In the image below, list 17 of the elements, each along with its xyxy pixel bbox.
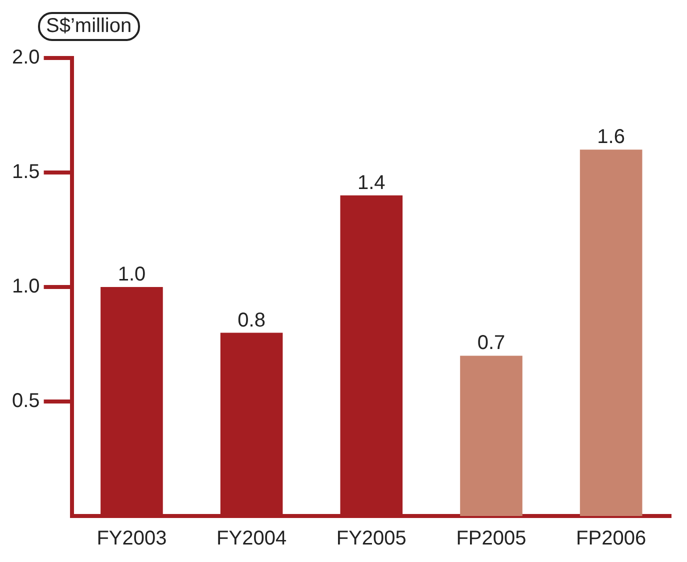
x-tick-label: FY2004 bbox=[216, 528, 287, 550]
x-tick-label: FY2005 bbox=[336, 528, 406, 550]
y-tick-label: 2.0 bbox=[12, 46, 40, 69]
y-tick-label: 1.0 bbox=[12, 276, 40, 298]
data-label: 1.0 bbox=[118, 264, 146, 286]
data-label: 0.7 bbox=[477, 332, 506, 354]
y-tick-label: 1.5 bbox=[12, 161, 40, 184]
data-label: 1.6 bbox=[597, 126, 625, 148]
y-tick-label: 0.5 bbox=[12, 390, 40, 412]
bar bbox=[580, 150, 642, 516]
y-axis-title: S$’million bbox=[38, 12, 140, 41]
x-tick-label: FP2005 bbox=[456, 528, 526, 550]
x-tick-label: FP2006 bbox=[576, 528, 646, 550]
data-label: 1.4 bbox=[357, 172, 386, 194]
bar bbox=[460, 356, 522, 516]
x-tick-label: FY2003 bbox=[96, 528, 167, 550]
data-label: 0.8 bbox=[238, 309, 266, 332]
